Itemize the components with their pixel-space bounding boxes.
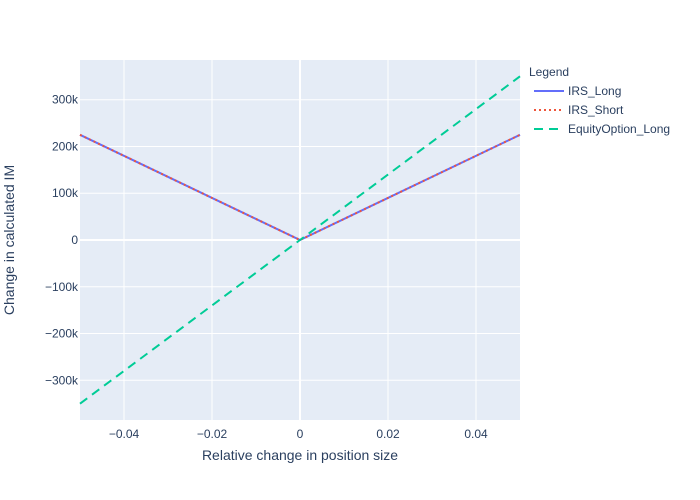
legend-label: IRS_Short bbox=[568, 103, 624, 117]
legend-item-IRS_Short[interactable]: IRS_Short bbox=[534, 103, 624, 117]
x-axis-title: Relative change in position size bbox=[202, 447, 398, 463]
series-line-EquityOption_Long bbox=[79, 75, 521, 405]
y-tick-label: 300k bbox=[52, 93, 79, 107]
x-tick-label: 0.04 bbox=[464, 427, 488, 441]
x-tick-label: 0 bbox=[297, 427, 304, 441]
y-tick-label: −100k bbox=[45, 280, 79, 294]
legend-label: EquityOption_Long bbox=[568, 122, 670, 136]
y-tick-label: 100k bbox=[52, 186, 79, 200]
series-line-IRS_Short bbox=[79, 133, 521, 242]
legend[interactable]: Legend IRS_Long IRS_Short EquityOption_Lon… bbox=[529, 65, 670, 136]
y-tick-label: 0 bbox=[71, 233, 78, 247]
x-axis-ticks: −0.04 −0.02 0 0.02 0.04 bbox=[109, 427, 488, 441]
legend-item-IRS_Long[interactable]: IRS_Long bbox=[534, 84, 621, 98]
y-axis-title: Change in calculated IM bbox=[1, 165, 17, 315]
legend-item-EquityOption_Long[interactable]: EquityOption_Long bbox=[534, 122, 670, 136]
legend-label: IRS_Long bbox=[568, 84, 621, 98]
series-lines bbox=[79, 75, 521, 405]
x-tick-label: 0.02 bbox=[376, 427, 400, 441]
legend-title: Legend bbox=[529, 65, 569, 79]
y-tick-label: −300k bbox=[45, 373, 79, 387]
y-tick-label: −200k bbox=[45, 327, 79, 341]
x-tick-label: −0.04 bbox=[109, 427, 140, 441]
y-tick-label: 200k bbox=[52, 139, 79, 153]
x-tick-label: −0.02 bbox=[197, 427, 228, 441]
y-axis-ticks: −300k −200k −100k 0 100k 200k 300k bbox=[45, 93, 79, 388]
